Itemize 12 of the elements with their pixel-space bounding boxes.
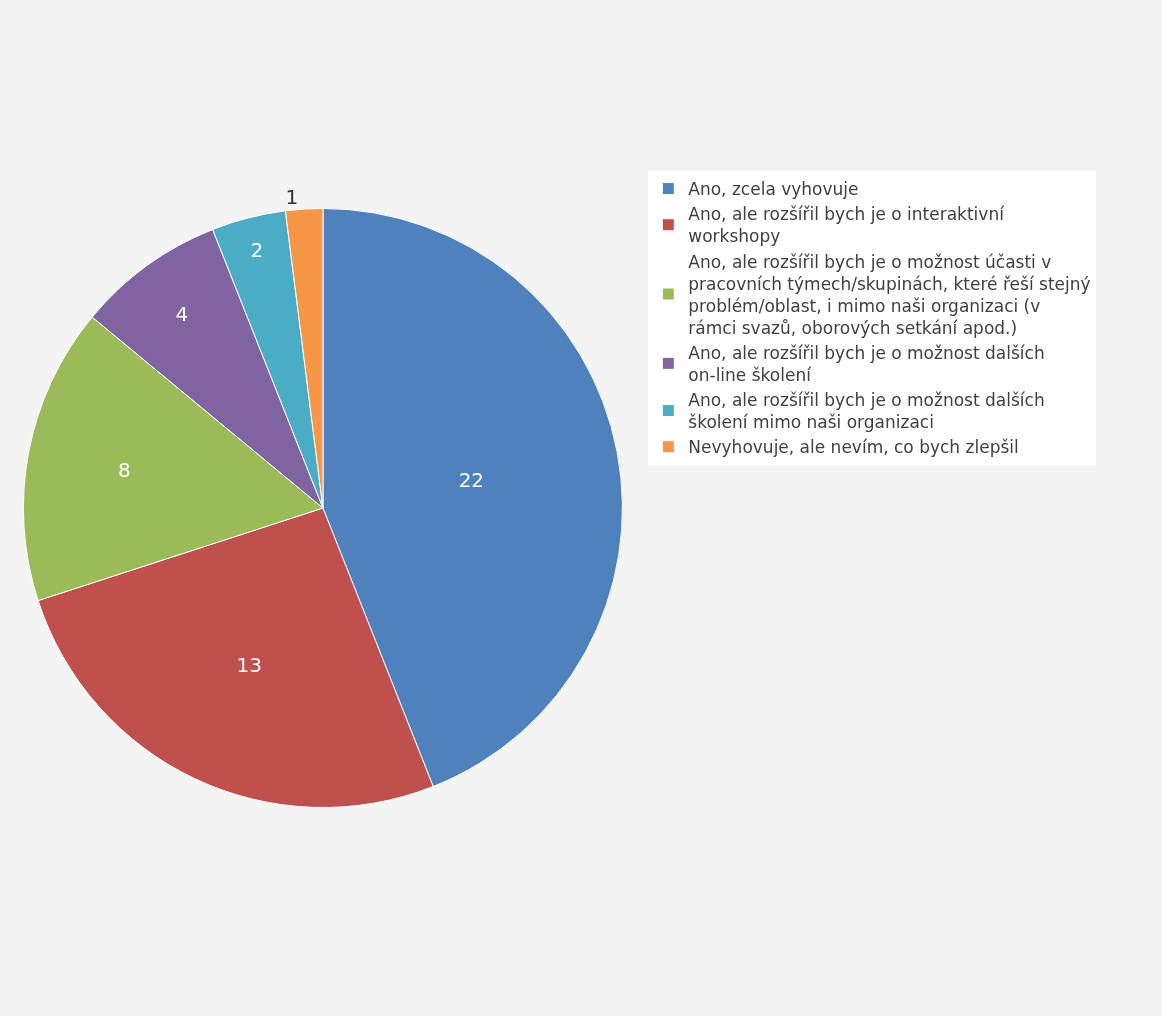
legend-label: Ano, zcela vyhovuje (688, 179, 859, 200)
data-label: 13 (236, 652, 262, 677)
legend-label: Ano, ale rozšířil bych je o možnost účasti v pracovních týmech/skupinách, které řeší stejný problém/oblast, i mimo naši organizaci (v rámci svazů, oborových setkání apod.) (688, 251, 1091, 338)
data-label: 2 (250, 238, 264, 263)
data-label: 4 (175, 301, 189, 326)
data-label: 8 (118, 458, 131, 483)
legend-label: Ano, ale rozšířil bych je o možnost dalších on-line školení (688, 342, 1045, 386)
data-label: 22 (458, 467, 485, 492)
legend-label: Nevyhovuje, ale nevím, co bych zlepšil (688, 437, 1019, 458)
legend-label: Ano, ale rozšířil bych je o interaktivní workshopy (688, 204, 1006, 247)
data-label: 1 (285, 185, 299, 210)
legend-label: Ano, ale rozšířil bych je o možnost dalších školení mimo naši organizaci (688, 390, 1045, 433)
